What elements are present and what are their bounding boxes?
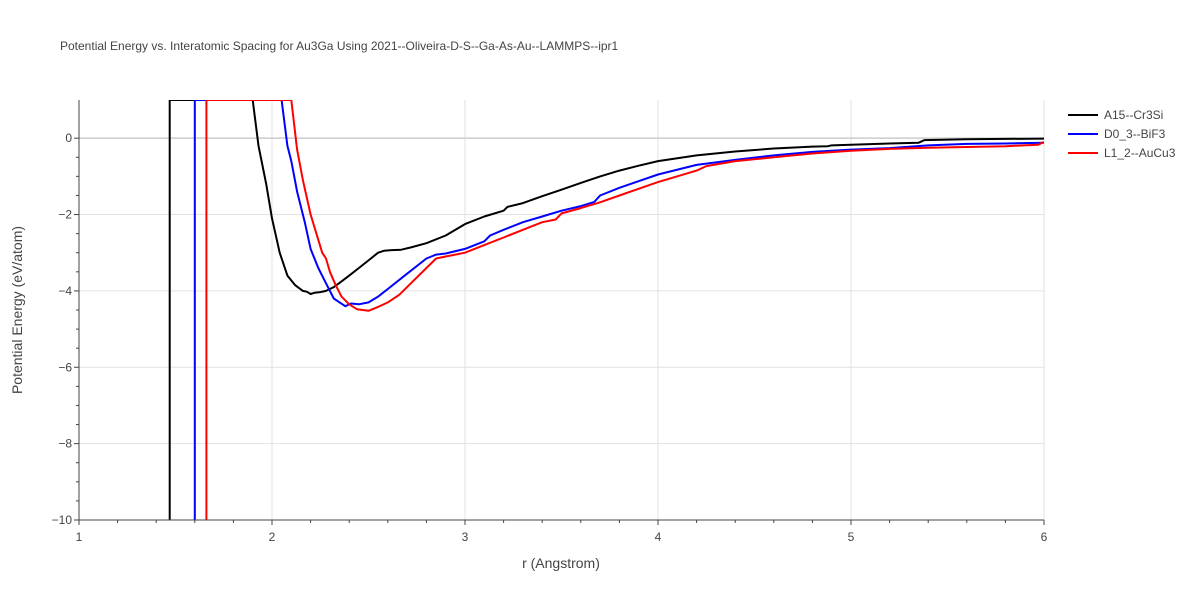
x-tick-label: 1 xyxy=(76,530,83,544)
y-tick-label: −2 xyxy=(58,208,72,222)
y-tick-label: −8 xyxy=(58,437,72,451)
x-tick-label: 2 xyxy=(269,530,276,544)
legend-item[interactable]: A15--Cr3Si xyxy=(1068,108,1163,122)
y-tick-labels: 0 −2 −4 −6 −8 −10 xyxy=(52,131,73,527)
legend-label: A15--Cr3Si xyxy=(1104,108,1163,122)
y-tick-label: −6 xyxy=(58,360,72,374)
legend-label: D0_3--BiF3 xyxy=(1104,127,1166,141)
series-line-l1-2-aucu3 xyxy=(205,100,1044,520)
x-axis-label: r (Angstrom) xyxy=(522,555,600,571)
y-tick-label: −4 xyxy=(58,284,72,298)
y-tick-label: −10 xyxy=(52,513,73,527)
x-tick-label: 3 xyxy=(462,530,469,544)
x-tick-label: 6 xyxy=(1041,530,1048,544)
series-line-a15-cr3si xyxy=(168,100,1044,520)
axes xyxy=(74,100,1045,525)
y-tick-label: 0 xyxy=(65,131,72,145)
chart-title: Potential Energy vs. Interatomic Spacing… xyxy=(60,39,619,53)
x-tick-label: 5 xyxy=(848,530,855,544)
legend-label: L1_2--AuCu3 xyxy=(1104,146,1176,160)
legend-item[interactable]: L1_2--AuCu3 xyxy=(1068,146,1176,160)
series-line-d0-3-bif3 xyxy=(193,100,1044,520)
series-lines xyxy=(168,100,1044,520)
x-tick-label: 4 xyxy=(655,530,662,544)
legend-item[interactable]: D0_3--BiF3 xyxy=(1068,127,1166,141)
legend: A15--Cr3Si D0_3--BiF3 L1_2--AuCu3 xyxy=(1068,108,1176,160)
x-tick-labels: 1 2 3 4 5 6 xyxy=(76,530,1048,544)
y-axis-label: Potential Energy (eV/atom) xyxy=(9,226,25,394)
